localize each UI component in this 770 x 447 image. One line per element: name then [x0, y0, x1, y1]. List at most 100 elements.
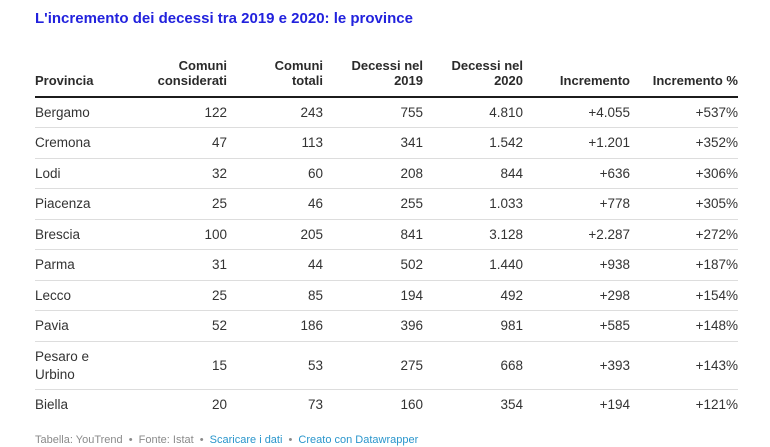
value-cell: 841: [323, 219, 423, 251]
value-cell: 32: [115, 158, 227, 190]
table-body: Bergamo 122 243 755 4.810 +4.055 +537% Cremona 4…: [35, 96, 738, 420]
value-cell: 3.128: [423, 219, 523, 251]
province-cell: Pavia: [35, 310, 115, 343]
value-cell: +778: [523, 188, 630, 220]
column-header: Comuni considerati: [115, 58, 227, 98]
value-cell: +306%: [630, 158, 738, 190]
column-header: Incremento: [523, 58, 630, 98]
source-label: Fonte: Istat: [138, 433, 194, 446]
province-cell: Brescia: [35, 219, 115, 251]
value-cell: 255: [323, 188, 423, 220]
value-cell: +305%: [630, 188, 738, 220]
value-cell: 243: [227, 96, 323, 129]
value-cell: 25: [115, 280, 227, 312]
value-cell: +2.287: [523, 219, 630, 251]
value-cell: +1.201: [523, 127, 630, 159]
datawrapper-table-page: L'incremento dei decessi tra 2019 e 2020…: [35, 10, 738, 446]
table-row: Lecco 25 85 194 492 +298 +154%: [35, 280, 738, 312]
province-cell: Pesaro e Urbino: [35, 341, 115, 391]
value-cell: 668: [423, 341, 523, 391]
value-cell: 60: [227, 158, 323, 190]
column-header: Provincia: [35, 58, 115, 98]
value-cell: 844: [423, 158, 523, 190]
chart-title: L'incremento dei decessi tra 2019 e 2020…: [35, 10, 413, 27]
table-row: Pavia 52 186 396 981 +585 +148%: [35, 310, 738, 343]
value-cell: 73: [307, 397, 323, 413]
footer-separator: •: [288, 433, 293, 446]
value-cell: +352%: [630, 127, 738, 159]
value-cell: +393: [523, 341, 630, 391]
value-cell: +143%: [630, 341, 738, 391]
value-cell: +585: [523, 310, 630, 343]
value-cell: 1.542: [423, 127, 523, 159]
table-row: Piacenza 25 46 255 1.033 +778 +305%: [35, 188, 738, 220]
value-cell: 186: [227, 310, 323, 343]
value-cell: 52: [115, 310, 227, 343]
column-header: Decessi nel 2019: [323, 58, 423, 98]
value-cell: 122: [115, 96, 227, 129]
download-data-link[interactable]: Scaricare i dati: [209, 433, 283, 446]
credit-label: Tabella: YouTrend: [35, 433, 123, 446]
value-cell: 205: [227, 219, 323, 251]
province-cell: Parma: [35, 249, 115, 281]
value-cell: 492: [423, 280, 523, 312]
value-cell: 20: [211, 397, 227, 413]
table-row: Biella 20 73 160 354 +194 +121%: [35, 390, 738, 420]
value-cell: 100: [115, 219, 227, 251]
table-row: Parma 31 44 502 1.440 +938 +187%: [35, 249, 738, 281]
value-cell: +187%: [630, 249, 738, 281]
value-cell: 46: [227, 188, 323, 220]
column-header: Comuni totali: [227, 58, 323, 98]
footer-separator: •: [199, 433, 204, 446]
value-cell: 47: [115, 127, 227, 159]
datawrapper-credit-link[interactable]: Creato con Datawrapper: [298, 433, 419, 446]
province-cell: Bergamo: [35, 96, 115, 129]
value-cell: +636: [523, 158, 630, 190]
table-header-row: Provincia Comuni considerati Comuni totali…: [35, 58, 738, 98]
province-cell: Biella: [35, 397, 69, 413]
value-cell: 160: [400, 397, 423, 413]
table-row: Cremona 47 113 341 1.542 +1.201 +352%: [35, 127, 738, 159]
province-cell: Cremona: [35, 127, 115, 159]
value-cell: +148%: [630, 310, 738, 343]
value-cell: 354: [500, 397, 523, 413]
value-cell: 275: [323, 341, 423, 391]
table-footer: Tabella: YouTrend • Fonte: Istat • Scari…: [35, 433, 738, 447]
value-cell: +298: [523, 280, 630, 312]
value-cell: 113: [227, 127, 323, 159]
value-cell: 981: [423, 310, 523, 343]
table-row: Brescia 100 205 841 3.128 +2.287 +272%: [35, 219, 738, 251]
value-cell: 4.810: [423, 96, 523, 129]
column-header: Incremento %: [630, 58, 738, 98]
value-cell: +4.055: [523, 96, 630, 129]
value-cell: 341: [323, 127, 423, 159]
value-cell: 25: [115, 188, 227, 220]
table-row: Pesaro e Urbino 15 53 275 668 +393 +143%: [35, 341, 738, 391]
column-header: Decessi nel 2020: [423, 58, 523, 98]
table-row: Bergamo 122 243 755 4.810 +4.055 +537%: [35, 96, 738, 129]
province-cell: Lodi: [35, 158, 115, 190]
province-cell: Lecco: [35, 280, 115, 312]
value-cell: +121%: [695, 397, 738, 413]
province-table: Provincia Comuni considerati Comuni totali…: [35, 58, 738, 420]
value-cell: 208: [323, 158, 423, 190]
value-cell: 15: [115, 341, 227, 391]
value-cell: 44: [227, 249, 323, 281]
value-cell: 1.440: [423, 249, 523, 281]
value-cell: 1.033: [423, 188, 523, 220]
value-cell: 53: [227, 341, 323, 391]
value-cell: +938: [523, 249, 630, 281]
value-cell: +194: [599, 397, 630, 413]
value-cell: +537%: [630, 96, 738, 129]
value-cell: 85: [227, 280, 323, 312]
value-cell: +272%: [630, 219, 738, 251]
value-cell: 396: [323, 310, 423, 343]
value-cell: 755: [323, 96, 423, 129]
value-cell: 502: [323, 249, 423, 281]
value-cell: +154%: [630, 280, 738, 312]
table-row: Lodi 32 60 208 844 +636 +306%: [35, 158, 738, 190]
footer-separator: •: [128, 433, 133, 446]
province-cell: Piacenza: [35, 188, 115, 220]
value-cell: 194: [323, 280, 423, 312]
value-cell: 31: [115, 249, 227, 281]
